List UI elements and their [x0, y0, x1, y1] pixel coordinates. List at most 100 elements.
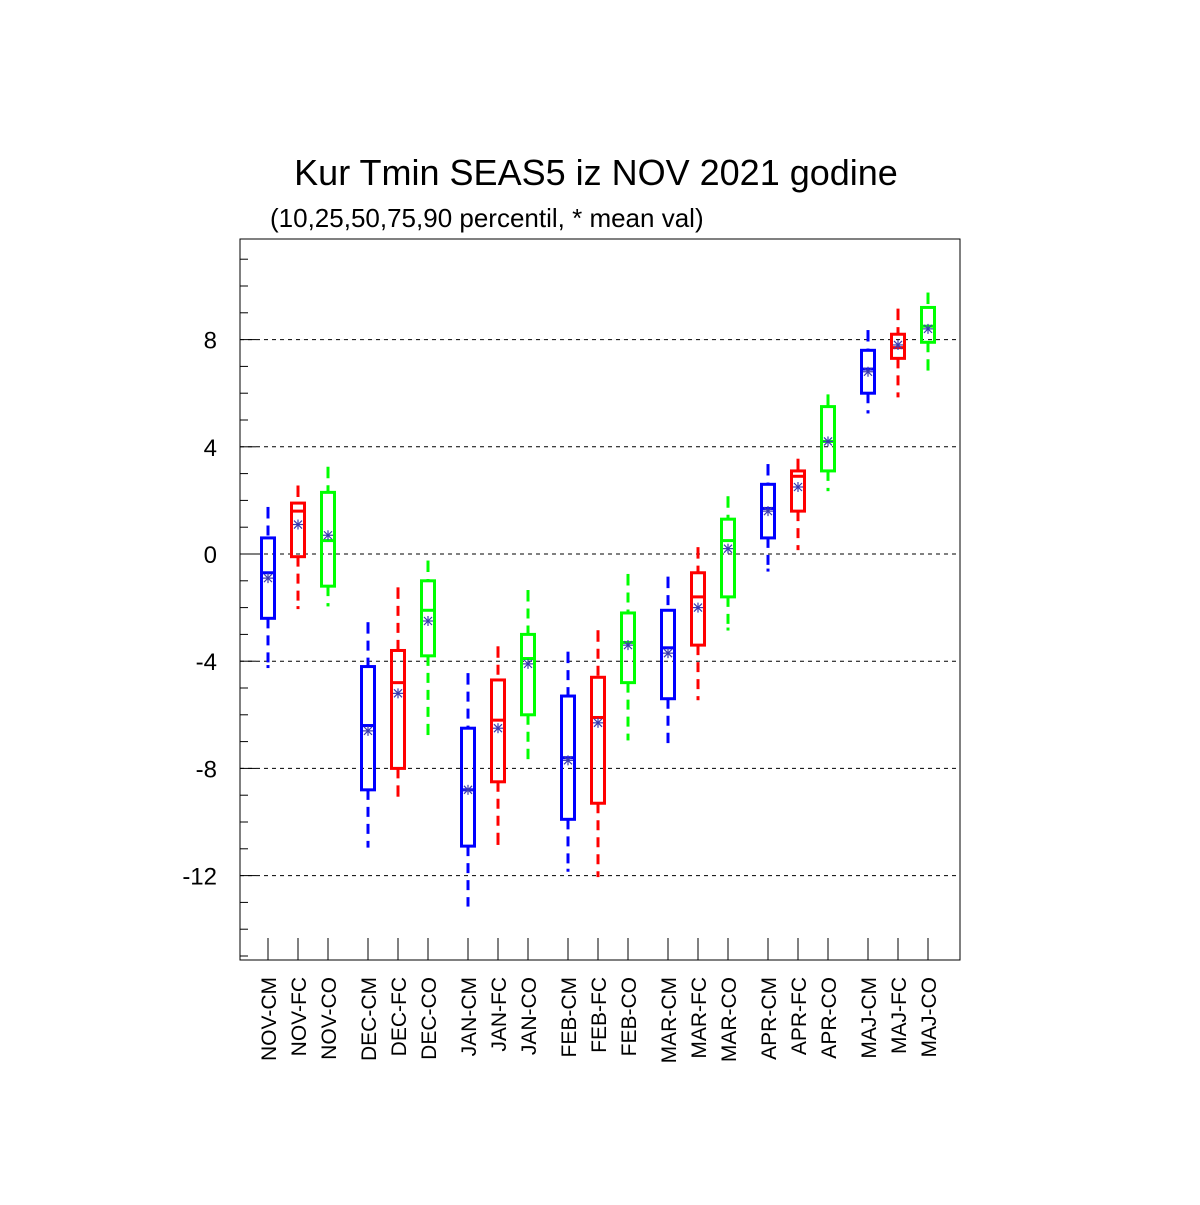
y-tick-label: -8 — [196, 756, 217, 783]
mean-marker — [363, 725, 373, 736]
y-tick-label: 8 — [204, 328, 217, 355]
box-nov-cm — [260, 506, 276, 669]
iqr-box — [660, 608, 676, 701]
plot-frame — [239, 238, 961, 961]
box-jan-fc — [490, 646, 506, 845]
mean-marker-stroke — [623, 640, 633, 650]
mean-marker-stroke — [363, 726, 373, 736]
x-tick-label: MAJ-FC — [888, 977, 911, 1054]
box-apr-co — [820, 394, 836, 492]
mean-marker — [493, 723, 503, 734]
x-tick-label: APR-CM — [758, 977, 781, 1060]
mean-marker-stroke — [863, 367, 873, 377]
box-apr-cm — [760, 464, 776, 572]
mean-marker — [623, 640, 633, 651]
iqr-box — [420, 579, 436, 658]
mean-marker-stroke — [923, 324, 933, 334]
mean-marker — [323, 530, 333, 541]
mean-marker-stroke — [423, 616, 433, 626]
x-tick-label: NOV-CM — [258, 977, 281, 1061]
x-tick-label: FEB-CM — [558, 977, 581, 1058]
mean-marker-stroke — [523, 659, 533, 669]
box-mar-fc — [690, 547, 706, 701]
iqr-box — [790, 469, 806, 513]
y-tick-label: -4 — [196, 649, 217, 676]
box-mar-co — [720, 496, 736, 631]
x-tick-label: MAR-FC — [688, 977, 711, 1059]
mean-marker — [723, 543, 733, 554]
mean-marker — [823, 436, 833, 447]
mean-marker — [393, 688, 403, 699]
x-tick-label: JAN-CM — [458, 977, 481, 1056]
mean-marker-stroke — [823, 437, 833, 446]
mean-marker — [693, 602, 703, 613]
iqr-box — [860, 348, 876, 395]
iqr-box — [520, 632, 536, 717]
mean-marker-stroke — [693, 603, 703, 613]
box-apr-fc — [790, 458, 806, 551]
mean-marker — [893, 339, 903, 350]
box-nov-co — [320, 466, 336, 607]
box-maj-fc — [890, 308, 906, 398]
mean-marker-stroke — [323, 530, 333, 540]
mean-marker-stroke — [763, 506, 773, 516]
x-tick-labels: NOV-CM NOV-FC NOV-CO DEC-CM DEC-FC DEC-CO JAN-… — [258, 977, 941, 1063]
iqr-box — [360, 665, 376, 792]
mean-marker-stroke — [393, 688, 403, 698]
chart-subtitle: (10,25,50,75,90 percentil, * mean val) — [270, 203, 704, 233]
mean-marker-stroke — [593, 718, 603, 728]
iqr-box — [490, 678, 506, 784]
box-maj-cm — [860, 330, 876, 414]
gridlines — [240, 339, 960, 877]
box-nov-fc — [290, 485, 306, 610]
box-jan-co — [520, 590, 536, 760]
mean-marker — [463, 784, 473, 795]
box-feb-fc — [590, 630, 606, 878]
x-tick-label: APR-FC — [788, 977, 811, 1055]
mean-marker-stroke — [893, 340, 903, 350]
mean-marker — [923, 323, 933, 334]
x-tick-label: NOV-CO — [318, 977, 341, 1060]
x-tick-label: MAR-CM — [658, 977, 681, 1063]
y-tick-label: 4 — [204, 435, 217, 462]
box-dec-fc — [390, 587, 406, 797]
box-mar-cm — [660, 576, 676, 744]
x-tick-label: JAN-FC — [488, 977, 511, 1052]
x-tick-label: DEC-CO — [418, 977, 441, 1060]
mean-marker-stroke — [493, 723, 503, 733]
iqr-box — [620, 611, 636, 685]
plot-area — [260, 292, 936, 907]
iqr-box — [720, 517, 736, 599]
mean-marker — [793, 482, 803, 492]
iqr-box — [260, 536, 276, 620]
chart-title: Kur Tmin SEAS5 iz NOV 2021 godine — [294, 152, 898, 193]
mean-marker — [293, 519, 303, 530]
iqr-box — [690, 571, 706, 647]
iqr-box — [820, 405, 836, 473]
box-jan-cm — [460, 673, 476, 907]
iqr-box — [390, 648, 406, 770]
mean-marker — [593, 717, 603, 728]
x-tick-label: MAJ-CO — [918, 977, 941, 1058]
iqr-box — [760, 482, 776, 540]
iqr-box — [590, 675, 606, 805]
x-tick-label: JAN-CO — [518, 977, 541, 1055]
x-tick-label: APR-CO — [818, 977, 841, 1059]
mean-marker-stroke — [563, 755, 573, 765]
mean-marker — [863, 366, 873, 377]
iqr-box — [460, 726, 476, 848]
axes: 8 4 0 -4 -8 -12 — [182, 238, 961, 961]
y-tick-label: -12 — [182, 864, 217, 891]
box-dec-cm — [360, 622, 376, 848]
mean-marker — [263, 573, 273, 584]
mean-marker-stroke — [723, 544, 733, 554]
mean-marker — [763, 506, 773, 517]
x-tick-label: FEB-FC — [588, 977, 611, 1053]
box-feb-cm — [560, 651, 576, 872]
y-tick-label: 0 — [204, 542, 217, 569]
x-tick-label: FEB-CO — [618, 977, 641, 1056]
mean-marker — [663, 648, 673, 659]
mean-marker-stroke — [793, 482, 803, 492]
